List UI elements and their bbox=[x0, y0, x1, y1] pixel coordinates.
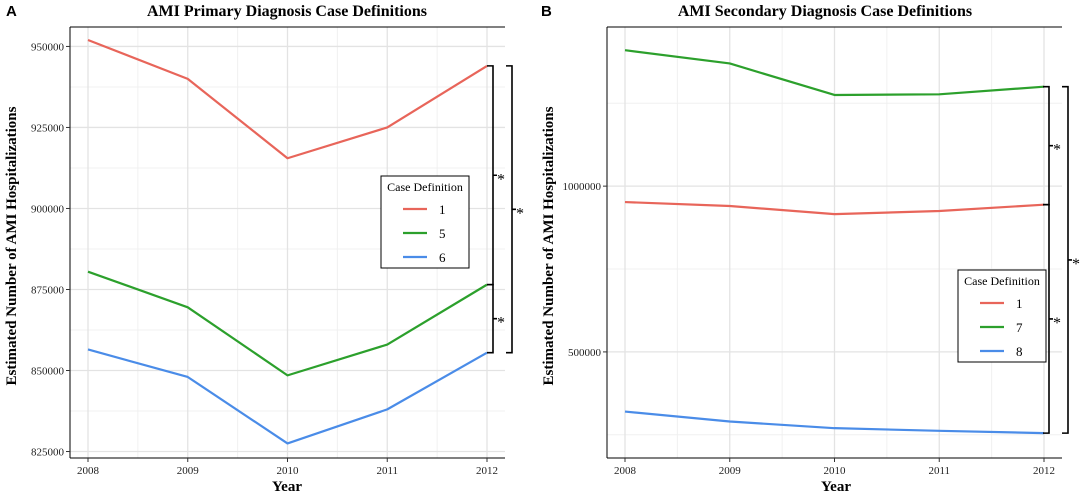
panel-b-legend-label-7: 7 bbox=[1016, 320, 1023, 335]
panel-a-y-tick-label: 875000 bbox=[31, 284, 65, 296]
panel-a-x-axis-label: Year bbox=[272, 479, 302, 495]
panel-a-y-tick-label: 925000 bbox=[31, 122, 65, 134]
panel-a-plot: 2008 2009 2010 2011 2012 825000 850000 875000 90… bbox=[31, 26, 524, 477]
panel-a-y-tick-label: 850000 bbox=[31, 366, 65, 378]
panel-a-legend-box bbox=[380, 175, 470, 269]
panel-b-y-tick-label: 500000 bbox=[568, 347, 602, 359]
panel-b-x-tick-label: 2009 bbox=[719, 465, 742, 477]
panel-a-y-tick-label: 950000 bbox=[31, 41, 65, 53]
panel-a-y-tick-label: 900000 bbox=[31, 203, 65, 215]
panel-a-y-tick-label: 825000 bbox=[31, 447, 65, 459]
panel-a-significance-star: * bbox=[497, 171, 505, 188]
panel-b-significance-star: * bbox=[1072, 256, 1080, 273]
panel-a-letter: A bbox=[6, 3, 17, 20]
panel-a-legend-label-6: 6 bbox=[439, 250, 446, 265]
panel-a-x-tick-label: 2012 bbox=[476, 465, 498, 477]
panel-b-significance-star: * bbox=[1053, 142, 1061, 159]
panel-a-significance-bracket bbox=[487, 65, 497, 286]
panel-b-series-1-line bbox=[624, 200, 1045, 216]
panel-b-x-axis-label: Year bbox=[821, 479, 851, 495]
panel-b-y-tick-label: 1000000 bbox=[563, 181, 602, 193]
panel-b-series-8-line bbox=[624, 410, 1045, 435]
panel-b-legend-box bbox=[957, 269, 1047, 363]
panel-a-x-tick-label: 2010 bbox=[277, 465, 300, 477]
panel-a-series-5-line bbox=[87, 270, 488, 377]
panel-a-significance-star: * bbox=[497, 315, 505, 332]
panel-a-legend-label-1: 1 bbox=[439, 202, 446, 217]
panel-b-x-tick-label: 2012 bbox=[1033, 465, 1055, 477]
panel-b-significance-bracket bbox=[1043, 203, 1053, 434]
panel-b-legend-label-1: 1 bbox=[1016, 296, 1023, 311]
panel-a-legend-title: Case Definition bbox=[387, 180, 463, 194]
panel-a-legend-label-5: 5 bbox=[439, 226, 446, 241]
panel-b-x-tick-label: 2011 bbox=[928, 465, 950, 477]
panel-a-significance-star: * bbox=[516, 205, 524, 222]
panel-b-x-tick-label: 2010 bbox=[824, 465, 847, 477]
panel-a-title: AMI Primary Diagnosis Case Definitions bbox=[147, 3, 427, 20]
panel-b-x-tick-label: 2008 bbox=[614, 465, 637, 477]
panel-b-significance-bracket bbox=[1062, 85, 1072, 434]
panel-b-y-axis-label: Estimated Number of AMI Hospitalizations bbox=[541, 106, 557, 385]
panel-b-plot: 2008 2009 2010 2011 2012 500000 1000000 * * * Case… bbox=[563, 26, 1080, 477]
panel-a-x-tick-label: 2011 bbox=[376, 465, 398, 477]
panel-b-letter: B bbox=[541, 3, 552, 20]
panel-a-x-tick-label: 2008 bbox=[77, 465, 100, 477]
panel-b-title: AMI Secondary Diagnosis Case Definitions bbox=[678, 3, 972, 20]
panel-a-series-6-line bbox=[87, 348, 488, 445]
panel-a-series-1-line bbox=[87, 38, 488, 160]
panel-b-legend-label-8: 8 bbox=[1016, 344, 1023, 359]
panel-a-x-tick-label: 2009 bbox=[177, 465, 200, 477]
panel-b-legend-title: Case Definition bbox=[964, 274, 1040, 288]
panel-a-y-axis-label: Estimated Number of AMI Hospitalizations bbox=[4, 106, 20, 385]
panel-a-significance-bracket bbox=[487, 283, 497, 354]
panel-b-significance-star: * bbox=[1053, 315, 1061, 332]
panel-a-significance-bracket bbox=[506, 65, 516, 354]
panel-b-series-7-line bbox=[624, 49, 1045, 97]
